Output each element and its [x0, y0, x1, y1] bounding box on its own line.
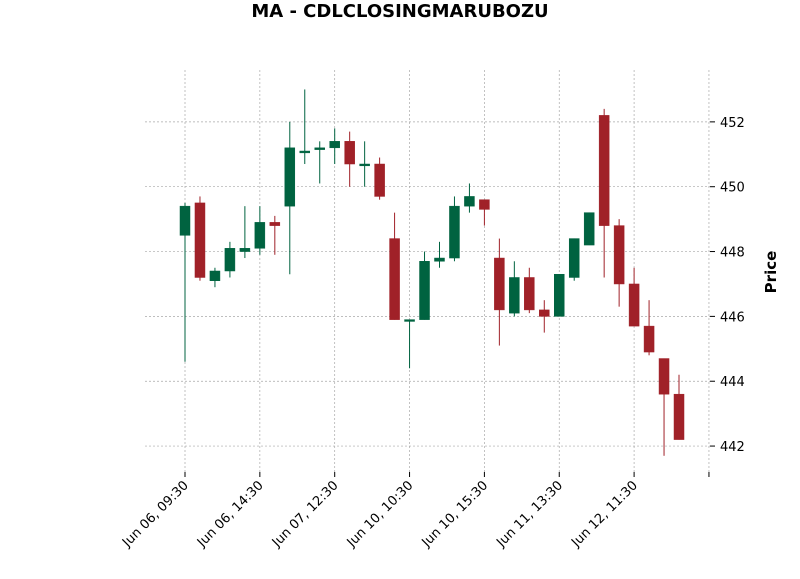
candle [509, 261, 520, 317]
candle-body [434, 257, 445, 262]
candle-body [509, 277, 520, 314]
candle [389, 212, 400, 320]
candle [419, 251, 430, 320]
candle-body [628, 283, 640, 327]
y-axis: 442 444 446 448 450 452 [710, 116, 745, 455]
candle [224, 241, 236, 278]
candle [613, 219, 625, 307]
candle [568, 238, 580, 281]
candle-body [344, 141, 355, 165]
candle [554, 273, 565, 317]
candle-body [568, 238, 580, 278]
candle [494, 238, 505, 346]
y-tick-label: 450 [720, 181, 745, 196]
candle [539, 300, 550, 333]
candle-body [359, 163, 370, 167]
candle [299, 89, 311, 165]
candle-body [209, 270, 221, 281]
candle-body [389, 238, 400, 320]
y-tick-label: 444 [720, 375, 745, 390]
candle-body [374, 163, 385, 197]
y-tick-label: 446 [720, 310, 745, 325]
candle [643, 300, 655, 356]
y-tick-label: 452 [720, 116, 745, 131]
candle [404, 319, 415, 369]
x-tick-label: Jun 12, 11:30 [568, 478, 641, 551]
candle [359, 141, 370, 187]
candle [269, 215, 281, 255]
candle-body [179, 205, 191, 236]
candle-body [658, 358, 670, 395]
candle [239, 206, 251, 259]
candle-body [524, 277, 535, 311]
candle-body [643, 325, 655, 353]
candle-body [419, 261, 430, 320]
candle [658, 358, 670, 456]
candle [329, 128, 340, 165]
candle-body [314, 147, 325, 150]
x-tick-label: Jun 11, 13:30 [493, 478, 566, 551]
candle-body [539, 309, 550, 317]
candle-body [269, 222, 281, 226]
candle-body [284, 147, 296, 207]
candle [434, 241, 445, 268]
candle-body [613, 225, 625, 285]
x-tick-label: Jun 06, 14:30 [194, 478, 267, 551]
candle-body [194, 202, 206, 278]
y-tick-label: 448 [720, 246, 745, 261]
candle [673, 374, 685, 440]
candle-body [554, 273, 565, 317]
candle [179, 202, 191, 362]
y-tick-label: 442 [720, 440, 745, 455]
x-tick-label: Jun 10, 15:30 [419, 478, 492, 551]
candle-body [329, 141, 340, 149]
y-axis-label: Price [762, 251, 780, 294]
candle [583, 212, 595, 246]
candle [209, 267, 221, 288]
candle-body [254, 222, 266, 249]
candle-body [583, 212, 595, 246]
x-tick-label: Jun 07, 12:30 [269, 478, 342, 551]
candle [464, 183, 475, 213]
chart-title: MA - CDLCLOSINGMARUBOZU [251, 1, 548, 22]
candle [449, 196, 460, 262]
x-tick-label: Jun 10, 10:30 [344, 478, 417, 551]
candles [179, 89, 685, 456]
candle [628, 267, 640, 327]
candle-body [479, 199, 490, 210]
candle-body [598, 115, 610, 226]
candle [344, 131, 355, 187]
candle [374, 157, 385, 200]
candle-body [673, 393, 685, 440]
x-tick-label: Jun 06, 09:30 [119, 478, 192, 551]
candle [479, 199, 490, 226]
candle [194, 196, 206, 281]
candle [254, 206, 266, 255]
candle-body [449, 205, 460, 259]
candle-body [404, 319, 415, 322]
candle [524, 267, 535, 314]
candle-body [464, 196, 475, 207]
candle [284, 121, 296, 275]
candle [598, 108, 610, 278]
x-axis: Jun 06, 09:30 Jun 06, 14:30 Jun 07, 12:30 J… [119, 472, 710, 551]
candle-body [494, 257, 505, 311]
candle [314, 141, 325, 184]
candle-body [224, 248, 236, 272]
candle-body [239, 248, 251, 252]
candle-body [299, 150, 311, 154]
